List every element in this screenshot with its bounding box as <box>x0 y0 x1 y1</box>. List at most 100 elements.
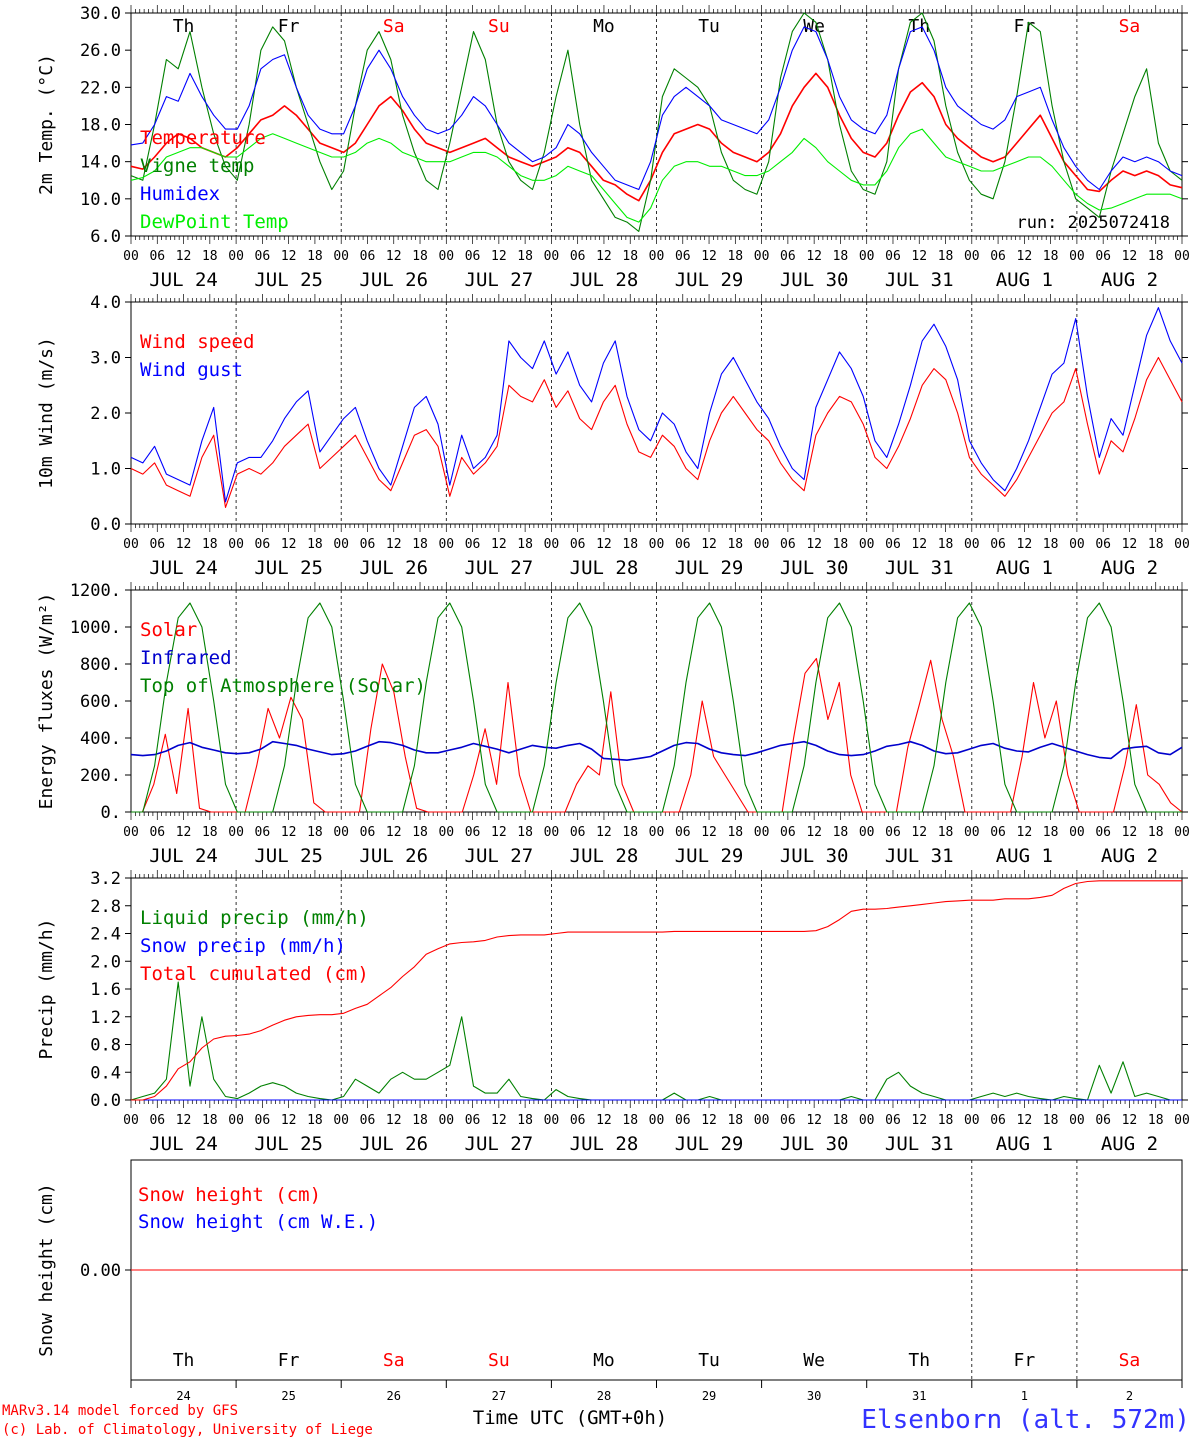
hour-label: 06 <box>780 825 796 840</box>
y-tick-label: 26.0 <box>80 41 121 61</box>
date-label: JUL 28 <box>570 1133 639 1155</box>
date-label: JUL 30 <box>780 1133 849 1155</box>
date-number-label: 2 <box>1126 1389 1133 1403</box>
weekday-label: Sa <box>383 16 405 37</box>
hour-label: 00 <box>544 825 560 840</box>
y-tick-label: 2.0 <box>90 952 121 972</box>
hour-label: 18 <box>938 825 954 840</box>
weekday-label: Fr <box>1014 1350 1036 1371</box>
panel-precip: 0.0 0.4 0.8 1.2 1.6 2.0 2.4 2.8 3.2 Precip (mm/h)… <box>36 869 1190 1155</box>
y-tick-label: 1000. <box>70 618 121 638</box>
hour-label: 00 <box>438 537 454 552</box>
hour-label: 00 <box>754 825 770 840</box>
hour-label: 06 <box>1095 249 1111 264</box>
hour-label: 18 <box>1148 1113 1164 1128</box>
hour-label: 18 <box>202 825 218 840</box>
hour-label: 06 <box>885 825 901 840</box>
hour-label: 06 <box>675 825 691 840</box>
legend-entry: Liquid precip (mm/h) <box>140 907 369 929</box>
weekday-label: Fr <box>1014 16 1036 37</box>
y-tick-label: 6.0 <box>90 227 121 247</box>
hour-label: 06 <box>675 537 691 552</box>
weekday-label: Su <box>488 16 510 37</box>
hour-label: 00 <box>438 1113 454 1128</box>
hour-label: 18 <box>622 537 638 552</box>
hour-label: 00 <box>1174 1113 1190 1128</box>
y-tick-label: 3.2 <box>90 869 121 889</box>
hour-label: 06 <box>570 249 586 264</box>
hour-label: 12 <box>596 825 612 840</box>
hour-label: 06 <box>465 1113 481 1128</box>
hour-label: 18 <box>307 825 323 840</box>
hour-label: 00 <box>649 537 665 552</box>
hour-label: 00 <box>123 537 139 552</box>
hour-label: 06 <box>885 1113 901 1128</box>
legend-entry: Humidex <box>140 183 220 205</box>
hour-label: 00 <box>333 249 349 264</box>
date-number-label: 1 <box>1021 1389 1028 1403</box>
date-label: JUL 31 <box>885 269 954 291</box>
hour-label: 18 <box>202 249 218 264</box>
date-label: JUL 29 <box>675 845 744 867</box>
panel-temp: 6.0 10.0 14.0 18.0 22.0 26.0 30.0 2m Temp. (°C)… <box>36 4 1190 291</box>
date-label: AUG 2 <box>1101 557 1158 579</box>
hour-label: 06 <box>149 825 165 840</box>
hour-label: 18 <box>833 1113 849 1128</box>
hour-label: 00 <box>964 249 980 264</box>
date-label: JUL 30 <box>780 269 849 291</box>
date-number-label: 31 <box>912 1389 926 1403</box>
hour-label: 12 <box>1122 1113 1138 1128</box>
hour-label: 06 <box>570 537 586 552</box>
date-label: JUL 31 <box>885 557 954 579</box>
hour-label: 12 <box>1017 537 1033 552</box>
series-line-total-cumulated-cm- <box>131 880 1182 1101</box>
hour-label: 00 <box>1069 249 1085 264</box>
hour-label: 12 <box>176 537 192 552</box>
date-label: JUL 29 <box>675 269 744 291</box>
hour-label: 12 <box>176 249 192 264</box>
hour-label: 06 <box>255 249 271 264</box>
y-tick-label: 0.0 <box>90 515 121 535</box>
date-label: JUL 24 <box>149 557 218 579</box>
hour-label: 12 <box>491 825 507 840</box>
hour-label: 00 <box>333 1113 349 1128</box>
panel-energy: 0. 200. 400. 600. 800. 1000. 1200. Energy fluxe… <box>36 581 1190 867</box>
hour-label: 18 <box>412 825 428 840</box>
hour-label: 00 <box>859 537 875 552</box>
y-tick-label: 0.0 <box>90 1091 121 1111</box>
hour-label: 12 <box>596 249 612 264</box>
hour-label: 00 <box>754 1113 770 1128</box>
hour-label: 12 <box>386 1113 402 1128</box>
date-label: AUG 2 <box>1101 845 1158 867</box>
date-label: JUL 24 <box>149 1133 218 1155</box>
hour-label: 06 <box>1095 825 1111 840</box>
hour-label: 18 <box>517 537 533 552</box>
hour-label: 18 <box>938 249 954 264</box>
hour-label: 18 <box>727 1113 743 1128</box>
y-tick-label: 1.0 <box>90 460 121 480</box>
y-tick-label: 3.0 <box>90 349 121 369</box>
y-axis-label: 2m Temp. (°C) <box>36 54 57 195</box>
legend-entry: Snow precip (mm/h) <box>140 935 346 957</box>
series-line-infrared <box>130 740 1183 762</box>
hour-label: 12 <box>281 825 297 840</box>
date-label: AUG 2 <box>1101 1133 1158 1155</box>
panel-snow: 0.00 Snow height (cm) Th Fr Sa Su Mo Tu We Th Fr Sa… <box>36 1159 1188 1429</box>
date-label: JUL 30 <box>780 845 849 867</box>
date-number-label: 29 <box>702 1389 716 1403</box>
hour-label: 12 <box>1122 249 1138 264</box>
hour-label: 06 <box>885 537 901 552</box>
hour-label: 00 <box>438 249 454 264</box>
hour-label: 18 <box>202 537 218 552</box>
date-label: JUL 28 <box>570 557 639 579</box>
weekday-label: Sa <box>1119 16 1141 37</box>
panel-wind: 0.0 1.0 2.0 3.0 4.0 10m Wind (m/s) 00 06 12 18 JUL… <box>36 293 1190 579</box>
hour-label: 00 <box>649 825 665 840</box>
series-line-dewpoint-temp <box>130 128 1183 223</box>
hour-label: 06 <box>465 825 481 840</box>
date-label: JUL 29 <box>675 1133 744 1155</box>
weekday-label: Th <box>173 1350 195 1371</box>
date-number-label: 25 <box>281 1389 295 1403</box>
hour-label: 00 <box>228 1113 244 1128</box>
